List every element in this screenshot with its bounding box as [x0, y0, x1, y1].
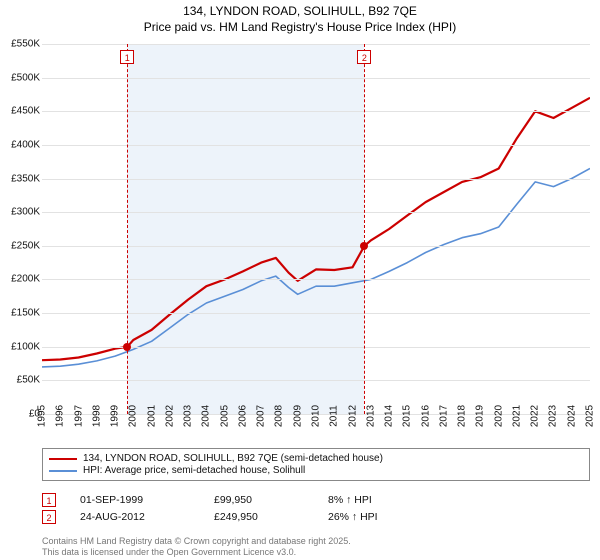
footer-line: Contains HM Land Registry data © Crown c… — [42, 536, 351, 547]
x-axis-label: 2012 — [347, 405, 358, 427]
x-axis-label: 2006 — [237, 405, 248, 427]
y-axis-label: £500K — [2, 72, 40, 83]
sales-table: 1 01-SEP-1999 £99,950 8% ↑ HPI 2 24-AUG-… — [42, 490, 590, 527]
gridline — [42, 111, 590, 112]
title-subtitle: Price paid vs. HM Land Registry's House … — [0, 20, 600, 36]
sale-price: £249,950 — [214, 511, 304, 523]
x-axis-label: 2014 — [384, 405, 395, 427]
sale-delta: 26% ↑ HPI — [328, 511, 468, 523]
x-axis-label: 2015 — [402, 405, 413, 427]
legend: 134, LYNDON ROAD, SOLIHULL, B92 7QE (sem… — [42, 448, 590, 481]
y-axis-label: £400K — [2, 139, 40, 150]
sale-price: £99,950 — [214, 494, 304, 506]
gridline — [42, 246, 590, 247]
title-address: 134, LYNDON ROAD, SOLIHULL, B92 7QE — [0, 4, 600, 20]
x-axis-label: 1998 — [91, 405, 102, 427]
sale-point — [123, 343, 131, 351]
marker-badge: 2 — [357, 50, 371, 64]
x-axis-label: 2019 — [475, 405, 486, 427]
x-axis-label: 1997 — [73, 405, 84, 427]
x-axis-label: 1996 — [55, 405, 66, 427]
x-axis-label: 2008 — [274, 405, 285, 427]
legend-label: HPI: Average price, semi-detached house,… — [83, 465, 305, 476]
sale-point — [360, 242, 368, 250]
y-axis-label: £550K — [2, 39, 40, 50]
x-axis-label: 2003 — [183, 405, 194, 427]
x-axis-label: 2009 — [292, 405, 303, 427]
plot-area: £0£50K£100K£150K£200K£250K£300K£350K£400… — [42, 44, 590, 414]
y-axis-label: £100K — [2, 341, 40, 352]
gridline — [42, 212, 590, 213]
series-line-hpi — [42, 169, 590, 367]
sale-date: 01-SEP-1999 — [80, 494, 190, 506]
x-axis-label: 2005 — [219, 405, 230, 427]
gridline — [42, 279, 590, 280]
x-axis-label: 1999 — [110, 405, 121, 427]
table-row: 2 24-AUG-2012 £249,950 26% ↑ HPI — [42, 510, 590, 524]
legend-item: HPI: Average price, semi-detached house,… — [49, 465, 583, 476]
marker-line — [364, 44, 365, 414]
sale-badge: 1 — [42, 493, 56, 507]
footer: Contains HM Land Registry data © Crown c… — [42, 536, 351, 558]
x-axis-label: 2004 — [201, 405, 212, 427]
chart-title: 134, LYNDON ROAD, SOLIHULL, B92 7QE Pric… — [0, 0, 600, 35]
marker-line — [127, 44, 128, 414]
footer-line: This data is licensed under the Open Gov… — [42, 547, 351, 558]
table-row: 1 01-SEP-1999 £99,950 8% ↑ HPI — [42, 493, 590, 507]
x-axis-label: 2023 — [548, 405, 559, 427]
x-axis-label: 2001 — [146, 405, 157, 427]
gridline — [42, 313, 590, 314]
x-axis-label: 2025 — [585, 405, 596, 427]
y-axis-label: £300K — [2, 207, 40, 218]
x-axis-label: 2002 — [164, 405, 175, 427]
series-svg — [42, 44, 590, 414]
gridline — [42, 44, 590, 45]
x-axis-label: 2017 — [438, 405, 449, 427]
x-axis-label: 2022 — [530, 405, 541, 427]
series-line-price_paid — [42, 98, 590, 360]
y-axis-label: £50K — [2, 375, 40, 386]
legend-item: 134, LYNDON ROAD, SOLIHULL, B92 7QE (sem… — [49, 453, 583, 464]
gridline — [42, 179, 590, 180]
x-axis-label: 2021 — [511, 405, 522, 427]
y-axis-label: £150K — [2, 308, 40, 319]
sale-badge: 2 — [42, 510, 56, 524]
x-axis-label: 2013 — [365, 405, 376, 427]
sale-date: 24-AUG-2012 — [80, 511, 190, 523]
gridline — [42, 145, 590, 146]
legend-label: 134, LYNDON ROAD, SOLIHULL, B92 7QE (sem… — [83, 453, 383, 464]
x-axis-label: 2018 — [457, 405, 468, 427]
chart-container: 134, LYNDON ROAD, SOLIHULL, B92 7QE Pric… — [0, 0, 600, 560]
marker-badge: 1 — [120, 50, 134, 64]
legend-swatch — [49, 470, 77, 472]
x-axis-label: 2020 — [493, 405, 504, 427]
x-axis-label: 2011 — [329, 405, 340, 427]
x-axis-label: 2010 — [311, 405, 322, 427]
x-axis-label: 1995 — [37, 405, 48, 427]
legend-swatch — [49, 458, 77, 460]
y-axis-label: £450K — [2, 106, 40, 117]
x-axis-label: 2024 — [566, 405, 577, 427]
y-axis-label: £200K — [2, 274, 40, 285]
x-axis-label: 2000 — [128, 405, 139, 427]
y-axis-label: £0 — [2, 409, 40, 420]
x-axis-label: 2007 — [256, 405, 267, 427]
y-axis-label: £250K — [2, 240, 40, 251]
sale-delta: 8% ↑ HPI — [328, 494, 468, 506]
gridline — [42, 380, 590, 381]
y-axis-label: £350K — [2, 173, 40, 184]
gridline — [42, 78, 590, 79]
x-axis-label: 2016 — [420, 405, 431, 427]
